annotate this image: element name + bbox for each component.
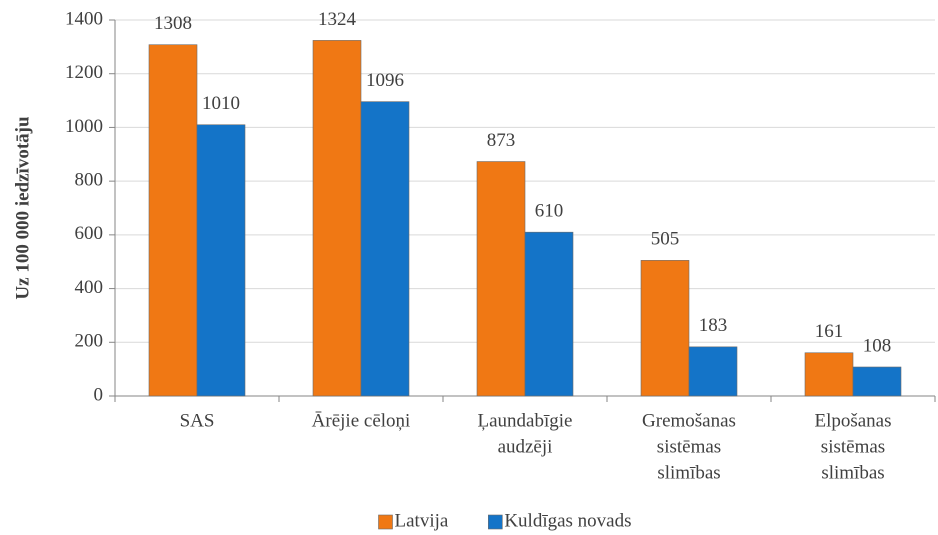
x-tick-label: SAS [180,410,215,431]
y-tick-label: 1000 [65,116,103,137]
bar [148,44,198,397]
bar [640,260,690,397]
value-label: 1324 [318,9,357,30]
y-tick-label: 1200 [65,62,103,83]
y-axis-label: Uz 100 000 iedzīvotāju [12,116,33,300]
x-tick-label: Ļaundabīgie [478,410,573,431]
x-tick-label: Gremošanas [642,410,736,431]
y-tick-label: 1400 [65,8,103,29]
x-tick-label: Ārējie cēloņi [312,410,411,431]
legend-swatch [378,514,393,530]
value-label: 505 [651,229,680,250]
value-label: 873 [487,130,516,151]
x-tick-label: slimības [821,462,884,483]
value-label: 1010 [202,93,240,114]
bar [312,40,362,397]
x-tick-label: slimības [657,462,720,483]
bar [852,366,902,397]
y-tick-label: 400 [75,277,104,298]
x-tick-label: sistēmas [821,436,885,457]
legend-label: Latvija [395,510,449,531]
legend-swatch [488,514,503,530]
x-tick-label: Elpošanas [814,410,891,431]
y-tick-label: 600 [75,223,104,244]
y-tick-label: 0 [94,384,104,405]
value-label: 183 [699,315,728,336]
bar [196,124,246,397]
bar [360,101,410,397]
y-tick-label: 800 [75,170,104,191]
value-label: 161 [815,321,844,342]
x-tick-label: sistēmas [657,436,721,457]
legend-label: Kuldīgas novads [504,510,631,531]
bar [524,231,574,397]
value-label: 1308 [154,13,192,34]
bar [688,346,738,397]
legend: Latvija Kuldīgas novads [378,510,632,531]
value-label: 1096 [366,70,404,91]
value-label: 108 [863,335,892,356]
y-tick-label: 200 [75,331,104,352]
bar [476,161,526,397]
value-label: 610 [535,201,564,222]
x-tick-label: audzēji [498,436,553,457]
bar [804,352,854,397]
